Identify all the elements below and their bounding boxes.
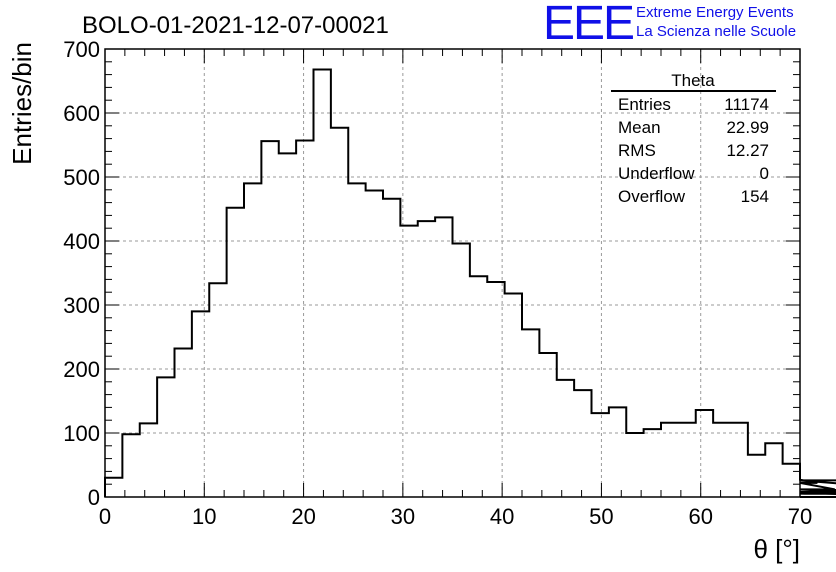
- stats-value-mean: 22.99: [726, 118, 769, 137]
- stats-title: Theta: [671, 71, 715, 90]
- grid-lines: [105, 49, 800, 497]
- stats-value-entries: 11174: [724, 95, 769, 114]
- stats-label-underflow: Underflow: [618, 164, 695, 183]
- y-tick-label: 400: [63, 229, 100, 254]
- axis-ticks: [104, 48, 801, 498]
- x-tick-label: 40: [490, 504, 514, 529]
- stats-value-underflow: 0: [760, 164, 769, 183]
- stats-box: Theta Entries 11174 Mean 22.99 RMS 12.27…: [611, 71, 776, 206]
- histogram-line: [104, 68, 836, 498]
- x-tick-label: 0: [99, 504, 111, 529]
- y-tick-label: 500: [63, 165, 100, 190]
- x-tick-label: 20: [291, 504, 315, 529]
- stats-value-rms: 12.27: [726, 141, 769, 160]
- x-tick-label: 30: [391, 504, 415, 529]
- x-axis-label: θ [°]: [753, 534, 800, 564]
- y-tick-label: 300: [63, 293, 100, 318]
- y-tick-label: 200: [63, 357, 100, 382]
- x-tick-label: 60: [688, 504, 712, 529]
- plot-frame: [104, 48, 801, 498]
- x-tick-label: 10: [192, 504, 216, 529]
- logo-text-line1: Extreme Energy Events: [636, 4, 794, 21]
- x-tick-label: 70: [788, 504, 812, 529]
- x-tick-label: 50: [589, 504, 613, 529]
- y-tick-label: 600: [63, 101, 100, 126]
- eee-logo-mark: EEE: [543, 0, 635, 50]
- stats-value-overflow: 154: [741, 187, 769, 206]
- y-axis-label: Entries/bin: [7, 42, 37, 165]
- y-tick-label: 700: [63, 37, 100, 62]
- stats-label-overflow: Overflow: [618, 187, 686, 206]
- stats-label-entries: Entries: [618, 95, 671, 114]
- y-tick-label: 100: [63, 421, 100, 446]
- logo-text-line2: La Scienza nelle Scuole: [636, 23, 797, 40]
- stats-label-rms: RMS: [618, 141, 656, 160]
- y-tick-label: 0: [88, 485, 100, 510]
- chart-title: BOLO-01-2021-12-07-00021: [82, 12, 389, 39]
- stats-label-mean: Mean: [618, 118, 661, 137]
